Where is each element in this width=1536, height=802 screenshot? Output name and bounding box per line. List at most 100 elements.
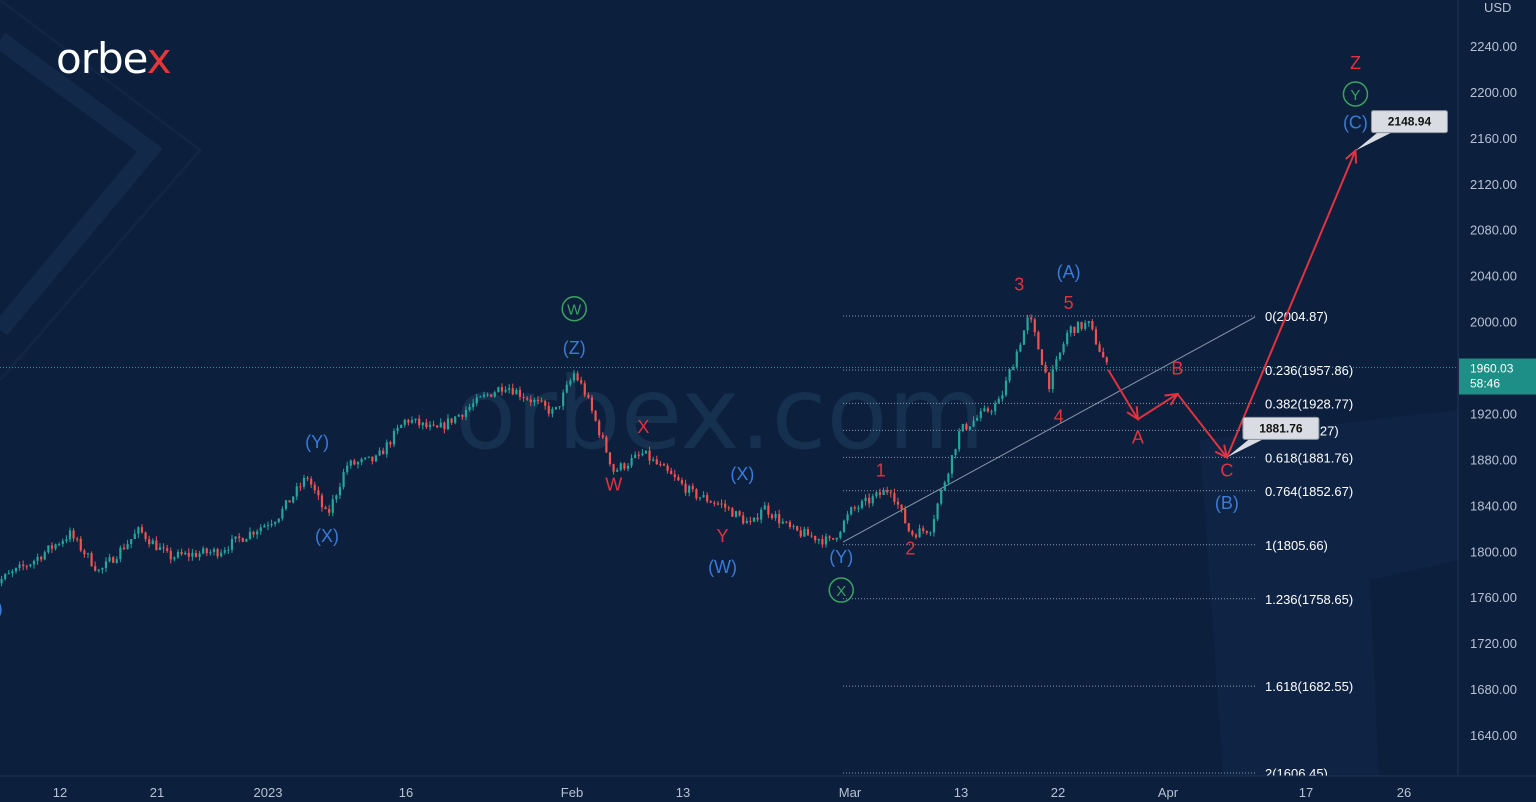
candle-body [202, 548, 205, 554]
candle-body [922, 528, 925, 531]
candle-body [608, 452, 612, 465]
candle-body [1026, 317, 1029, 331]
candle-body [508, 388, 511, 390]
callout-box [1370, 110, 1448, 134]
forecast-arrowhead [1164, 392, 1180, 406]
candle-body [497, 387, 500, 393]
candle-body [947, 473, 950, 483]
candle-body [454, 416, 457, 423]
candle-body [522, 396, 525, 399]
candle-body [180, 551, 183, 555]
forecast-arrowhead [1126, 406, 1140, 422]
candle-body [565, 384, 568, 393]
candle-body [295, 486, 298, 497]
fib-label-0.382: 0.382(1928.77) [1265, 396, 1353, 411]
deco-chevron [0, 32, 164, 336]
candle-body [40, 556, 43, 560]
candle-body [112, 557, 115, 563]
candle-body [115, 559, 118, 563]
candle-body [364, 457, 367, 459]
deco-panel-inner [1370, 560, 1458, 802]
price-axis-unit: USD [1484, 0, 1511, 15]
candle-body [1048, 372, 1051, 390]
price-tick-label: 2080.00 [1470, 223, 1517, 238]
candle-body [803, 529, 806, 537]
candle-body [328, 509, 331, 513]
wave-label: 4 [1054, 407, 1064, 427]
candle-body [612, 464, 615, 472]
candle-body [1105, 357, 1108, 363]
orbex-logo: orbex [56, 38, 172, 80]
candle-body [954, 449, 957, 456]
candle-body [720, 503, 723, 505]
trend-line [842, 316, 1256, 543]
candle-body [605, 437, 608, 453]
wave-label: Y [717, 526, 729, 546]
time-tick-label: 16 [399, 785, 413, 800]
candle-body [950, 455, 954, 474]
candle-body [857, 507, 860, 509]
candle-body [785, 521, 788, 523]
candle-body [270, 523, 273, 526]
candle-body [22, 564, 25, 567]
candle-body [1098, 344, 1101, 352]
price-tag-value: 1960.03 [1470, 361, 1514, 375]
candle-body [86, 553, 90, 555]
candle-body [799, 530, 802, 537]
wave-label: (X) [315, 526, 339, 546]
time-tick-label: 17 [1299, 785, 1313, 800]
candle-body [788, 521, 792, 528]
candle-body [493, 392, 496, 397]
forecast-segment [1225, 150, 1357, 458]
candle-body [11, 571, 14, 574]
candle-body [623, 463, 626, 469]
background-decoration [0, 32, 1458, 802]
wave-label: (W) [708, 557, 737, 577]
candle-body [544, 401, 547, 406]
candle-body [1062, 344, 1065, 353]
candle-body [572, 373, 576, 381]
candle-body [511, 388, 514, 395]
candle-body [907, 523, 910, 532]
wave-label-circled: Y [1350, 87, 1360, 104]
price-tick-label: 2040.00 [1470, 269, 1517, 284]
candle-body [1001, 395, 1004, 399]
candle-body [882, 490, 885, 495]
candle-body [335, 495, 338, 500]
candle-body [90, 553, 93, 567]
candle-body [644, 450, 648, 454]
candle-body [814, 535, 817, 541]
candle-body [173, 557, 176, 560]
candle-body [302, 477, 306, 487]
time-tick-label: 2023 [254, 785, 283, 800]
candle-body [83, 550, 86, 555]
candle-body [774, 514, 777, 518]
price-tick-label: 2240.00 [1470, 39, 1517, 54]
candle-body [425, 422, 428, 428]
candle-body [1022, 330, 1026, 345]
candle-body [529, 399, 532, 403]
candle-body [670, 470, 673, 475]
candle-body [223, 550, 226, 553]
candle-body [835, 537, 838, 540]
wave-label: (Z) [563, 338, 586, 358]
candle-body [371, 456, 374, 462]
wave-label: X [637, 417, 649, 437]
watermark-text: orbex.com [455, 355, 985, 472]
wave-labels: (X) (Y) (X) (Z) W W X (X) Y (W) (Y) X 1 2 3 (A) 5 4 A B C (B)… [0, 53, 1369, 618]
candle-body [637, 454, 640, 456]
candle-body [569, 380, 572, 385]
candle-body [796, 526, 799, 531]
candle-body [407, 419, 410, 423]
candle-body [839, 531, 842, 538]
candle-body [587, 394, 590, 398]
candle-body [850, 507, 853, 515]
candle-body [817, 539, 820, 541]
candle-body [558, 406, 561, 408]
candle-body [490, 394, 493, 397]
candle-body [248, 531, 252, 539]
candle-body [792, 526, 795, 528]
candle-body [1087, 321, 1090, 324]
candle-body [695, 489, 698, 499]
